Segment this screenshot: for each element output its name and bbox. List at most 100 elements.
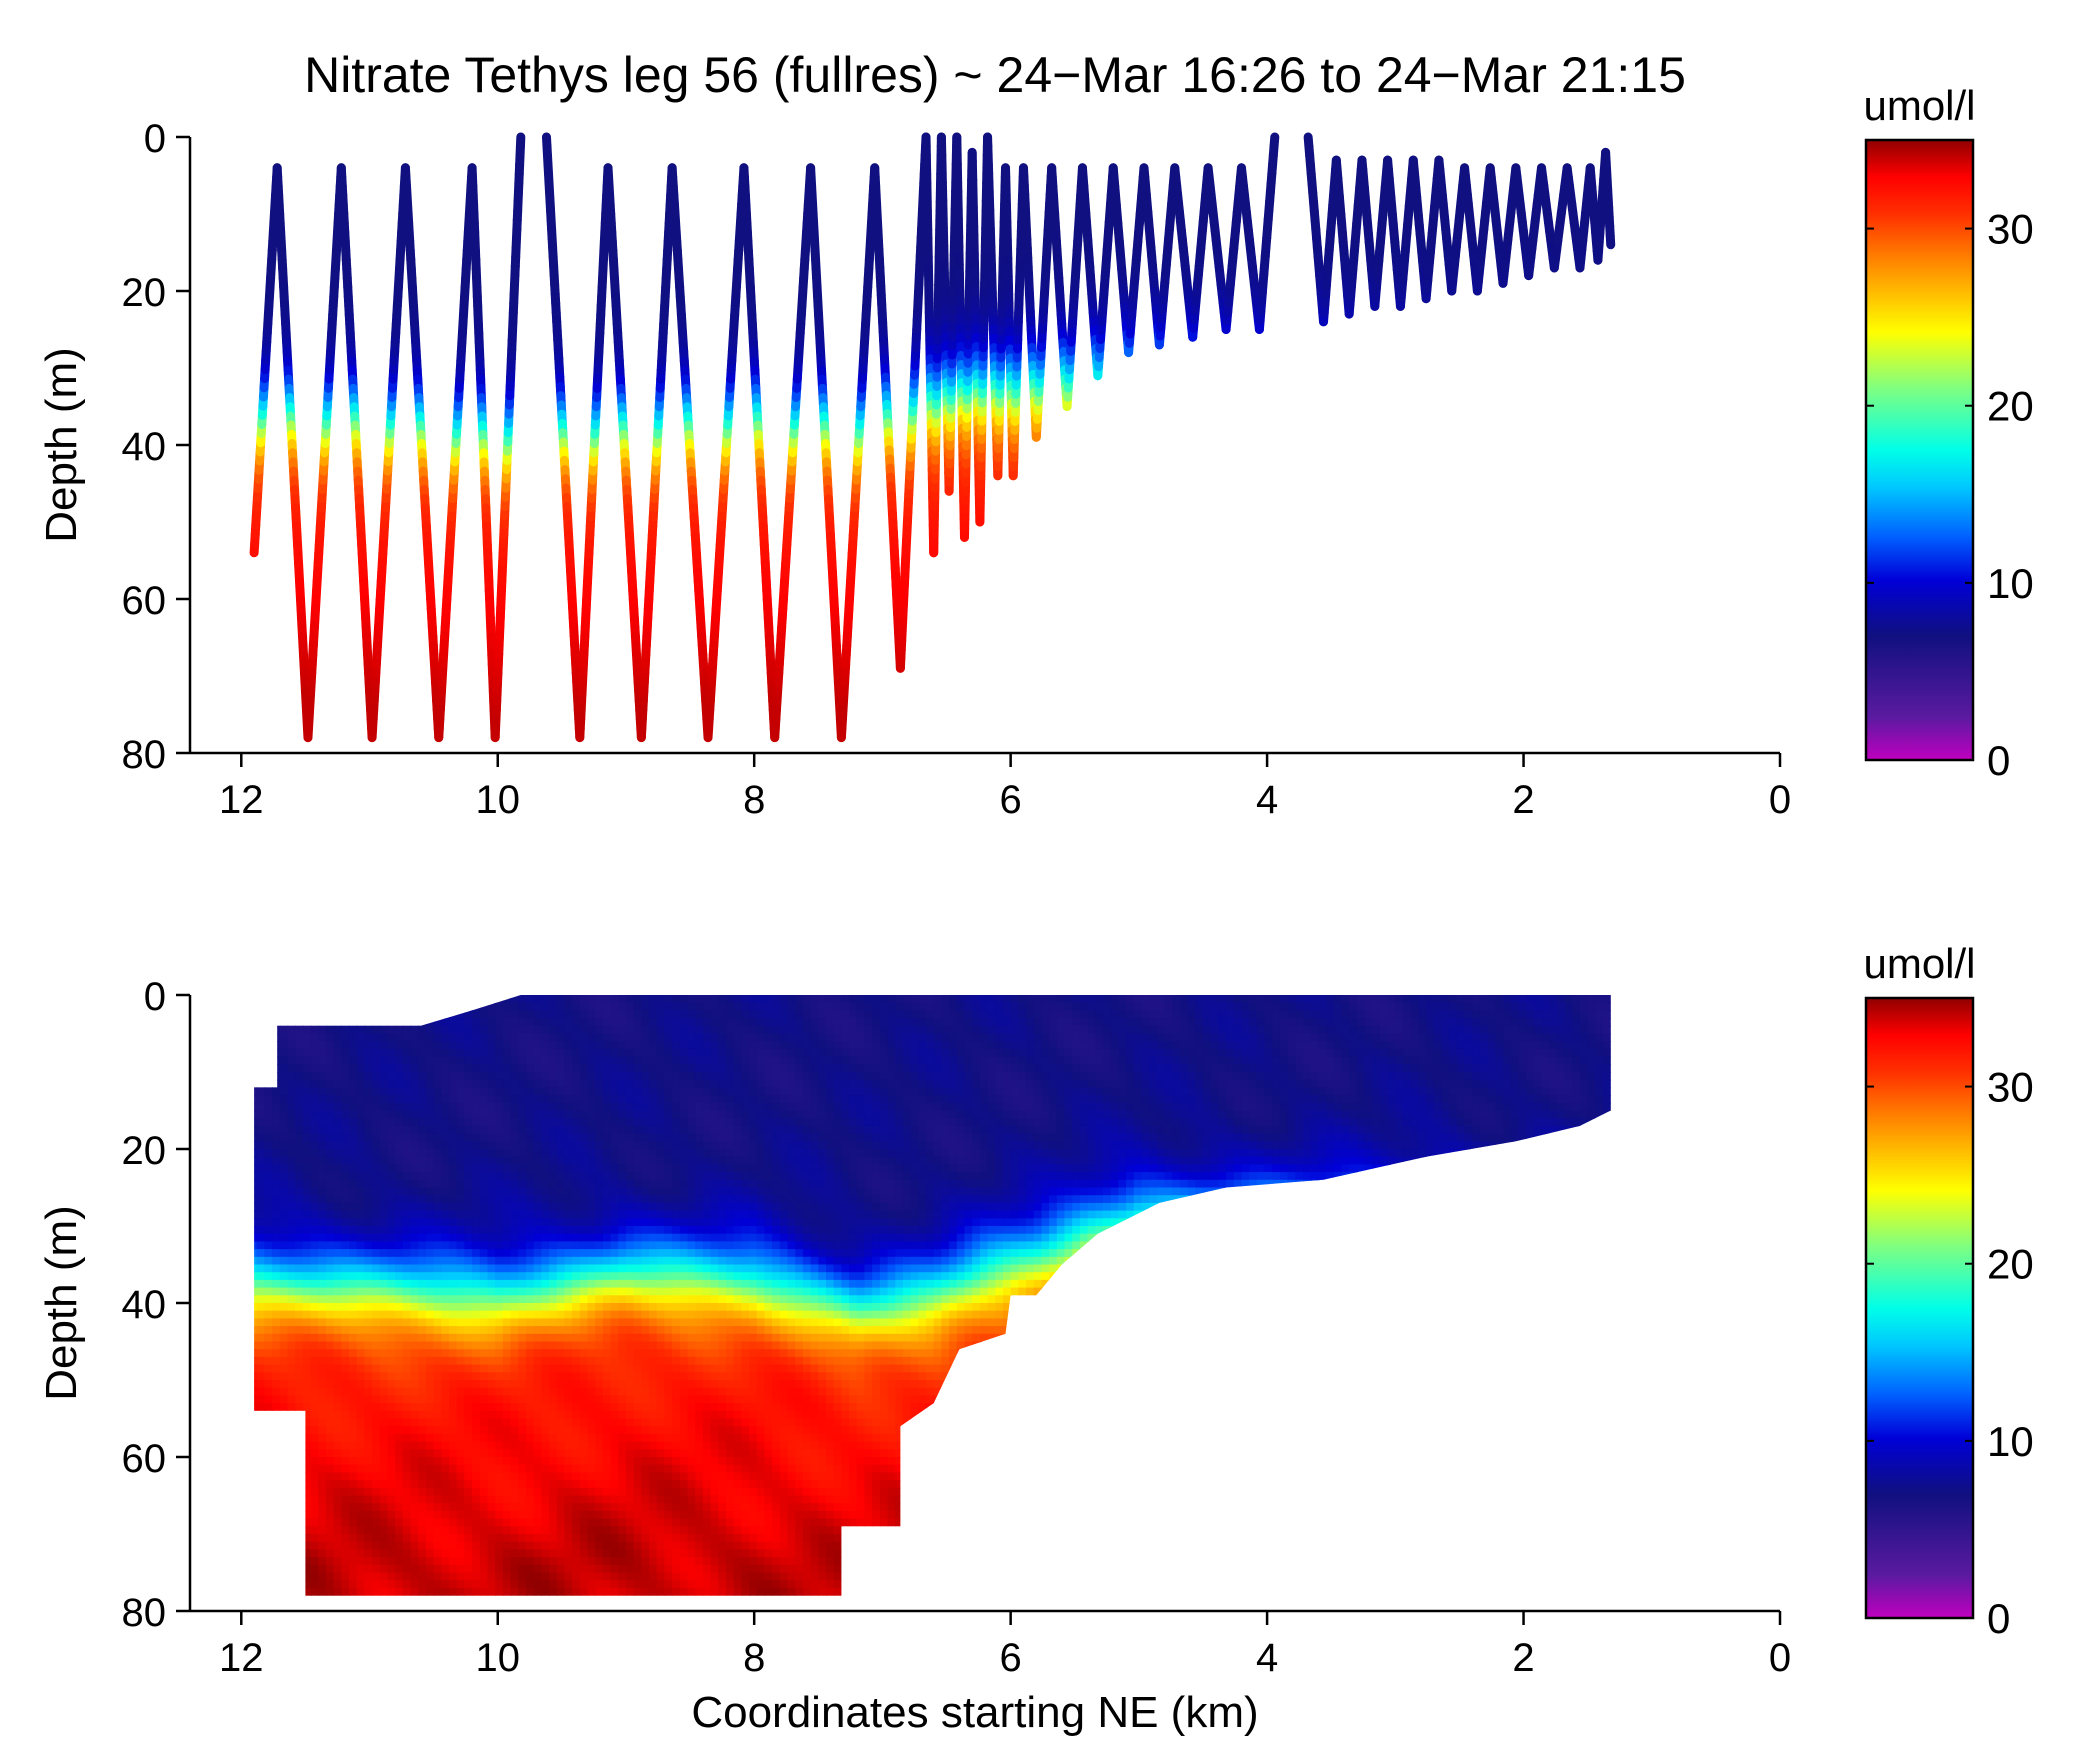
contour-cell [326,995,334,1004]
contour-cell [287,1172,295,1181]
contour-cell [272,1010,280,1019]
contour-cell [272,1295,280,1304]
contour-cell [395,1265,403,1274]
contour-cell [249,1365,257,1374]
contour-cell [411,1057,419,1066]
contour-cell [318,1303,326,1312]
contour-cell [341,1480,349,1489]
contour-cell [449,1596,457,1605]
contour-cell [295,1041,303,1050]
contour-cell [357,1149,365,1158]
contour-cell [387,1488,395,1497]
contour-cell [411,1003,419,1012]
contour-cell [257,1257,265,1266]
contour-cell [264,1511,272,1520]
contour-cell [295,1580,303,1589]
contour-cell [341,1388,349,1397]
contour-cell [249,1041,257,1050]
contour-cell [311,1465,319,1474]
contour-cell [264,1457,272,1466]
contour-cell [418,1103,426,1112]
contour-cell [334,1195,342,1204]
contour-cell [303,1111,311,1120]
contour-cell [264,1218,272,1227]
contour-cell [249,1542,257,1551]
contour-cell [372,1057,380,1066]
contour-cell [303,1311,311,1320]
contour-cell [264,1334,272,1343]
contour-cell [464,1226,472,1235]
contour-cell [303,1180,311,1189]
contour-cell [334,1534,342,1543]
contour-cell [395,1419,403,1428]
contour-cell [364,1534,372,1543]
contour-cell [357,1234,365,1243]
contour-cell [349,1134,357,1143]
contour-cell [341,1295,349,1304]
contour-cell [357,1534,365,1543]
contour-cell [334,1411,342,1420]
contour-cell [441,1557,449,1566]
contour-cell [434,1018,442,1027]
contour-cell [257,1419,265,1428]
contour-cell [272,1588,280,1597]
contour-cell [380,1172,388,1181]
contour-cell [434,1280,442,1289]
contour-cell [457,1449,465,1458]
contour-cell [349,1395,357,1404]
contour-cell [295,1018,303,1027]
contour-cell [349,1457,357,1466]
contour-cell [257,1542,265,1551]
contour-cell [241,1349,249,1358]
contour-cell [418,1326,426,1335]
contour-cell [411,1342,419,1351]
contour-cell [449,1288,457,1297]
contour-cell [403,1026,411,1035]
contour-cell [434,1403,442,1412]
contour-cell [264,1172,272,1181]
contour-cell [326,1241,334,1250]
contour-cell [311,1080,319,1089]
contour-cell [411,1026,419,1035]
contour-cell [249,1026,257,1035]
contour-cell [411,1372,419,1381]
contour-cell [449,1357,457,1366]
contour-cell [264,1095,272,1104]
contour-cell [357,1111,365,1120]
contour-cell [241,1488,249,1497]
contour-cell [418,1434,426,1443]
contour-cell [434,1395,442,1404]
contour-cell [426,1149,434,1158]
contour-cell [249,1403,257,1412]
contour-cell [318,1580,326,1589]
contour-cell [395,1226,403,1235]
contour-cell [334,1241,342,1250]
x-tick-label: 12 [219,778,264,822]
contour-cell [387,1380,395,1389]
contour-cell [403,1234,411,1243]
contour-cell [364,1349,372,1358]
contour-cell [303,1496,311,1505]
contour-cell [264,1041,272,1050]
contour-cell [295,1565,303,1574]
contour-cell [387,1449,395,1458]
contour-cell [326,1211,334,1220]
contour-cell [264,1280,272,1289]
contour-cell [441,1519,449,1528]
contour-cell [411,1303,419,1312]
contour-cell [280,1188,288,1197]
contour-cell [241,1211,249,1220]
contour-cell [480,1087,488,1096]
contour-cell [418,1010,426,1019]
contour-cell [287,1026,295,1035]
contour-cell [457,1041,465,1050]
contour-cell [418,1180,426,1189]
contour-cell [287,1211,295,1220]
contour-cell [280,1010,288,1019]
contour-cell [449,1334,457,1343]
contour-cell [264,1526,272,1535]
contour-cell [449,1103,457,1112]
contour-cell [457,1349,465,1358]
contour-cell [403,1334,411,1343]
contour-cell [364,1141,372,1150]
